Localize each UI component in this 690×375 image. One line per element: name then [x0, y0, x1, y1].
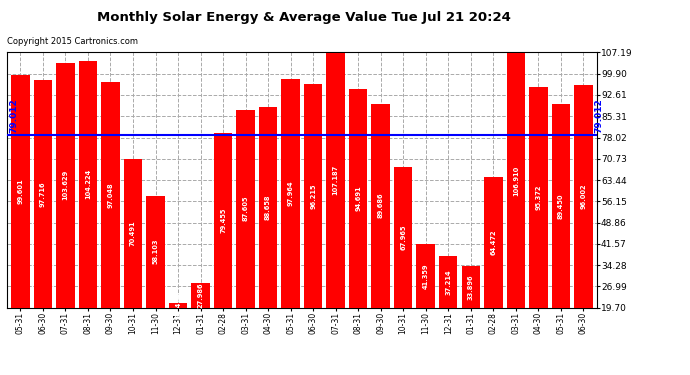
Text: 96.002: 96.002: [580, 183, 586, 209]
Text: Copyright 2015 Cartronics.com: Copyright 2015 Cartronics.com: [7, 38, 138, 46]
Text: Monthly  ($): Monthly ($): [576, 28, 639, 38]
Bar: [169, 303, 187, 307]
Bar: [146, 196, 165, 308]
Bar: [304, 84, 322, 308]
Text: 70.491: 70.491: [130, 220, 136, 246]
Bar: [529, 87, 548, 308]
Text: 97.964: 97.964: [288, 181, 294, 206]
Text: 21.414: 21.414: [175, 292, 181, 318]
Text: 33.896: 33.896: [468, 274, 474, 300]
Bar: [551, 104, 570, 308]
Text: Monthly Solar Energy & Average Value Tue Jul 21 20:24: Monthly Solar Energy & Average Value Tue…: [97, 11, 511, 24]
Text: 37.214: 37.214: [445, 269, 451, 295]
Bar: [191, 284, 210, 308]
Bar: [56, 63, 75, 308]
Text: 79.455: 79.455: [220, 208, 226, 233]
Text: 107.187: 107.187: [333, 165, 339, 195]
Bar: [484, 177, 502, 308]
Text: 89.450: 89.450: [558, 193, 564, 219]
Text: 89.686: 89.686: [377, 193, 384, 218]
Bar: [101, 82, 119, 308]
Bar: [282, 80, 300, 308]
Text: 96.215: 96.215: [310, 183, 316, 209]
Bar: [349, 89, 367, 308]
Bar: [326, 53, 345, 308]
Text: Average  ($): Average ($): [455, 28, 518, 38]
Bar: [11, 75, 30, 308]
Text: 87.605: 87.605: [243, 196, 248, 221]
Bar: [439, 256, 457, 307]
Text: 94.691: 94.691: [355, 185, 361, 211]
Bar: [417, 244, 435, 308]
Bar: [371, 104, 390, 308]
Text: 67.965: 67.965: [400, 224, 406, 250]
Bar: [574, 85, 593, 308]
Bar: [214, 134, 233, 308]
Text: 64.472: 64.472: [491, 230, 496, 255]
Text: 79.012: 79.012: [9, 98, 18, 133]
Text: 79.012: 79.012: [595, 98, 604, 133]
Text: 41.359: 41.359: [423, 263, 428, 289]
Bar: [124, 159, 142, 308]
Text: 58.103: 58.103: [152, 239, 159, 264]
Text: 88.658: 88.658: [265, 194, 271, 220]
Text: 106.910: 106.910: [513, 165, 519, 195]
Bar: [259, 106, 277, 308]
Bar: [34, 80, 52, 308]
Text: 97.716: 97.716: [40, 181, 46, 207]
Text: 104.224: 104.224: [85, 169, 91, 200]
Bar: [79, 61, 97, 308]
Text: 99.601: 99.601: [17, 178, 23, 204]
Text: 95.372: 95.372: [535, 184, 542, 210]
Bar: [506, 53, 525, 307]
Bar: [394, 167, 413, 308]
Text: 103.629: 103.629: [62, 170, 68, 200]
Bar: [462, 266, 480, 308]
Bar: [237, 110, 255, 308]
Text: 97.048: 97.048: [108, 182, 113, 208]
Text: 27.986: 27.986: [197, 283, 204, 308]
